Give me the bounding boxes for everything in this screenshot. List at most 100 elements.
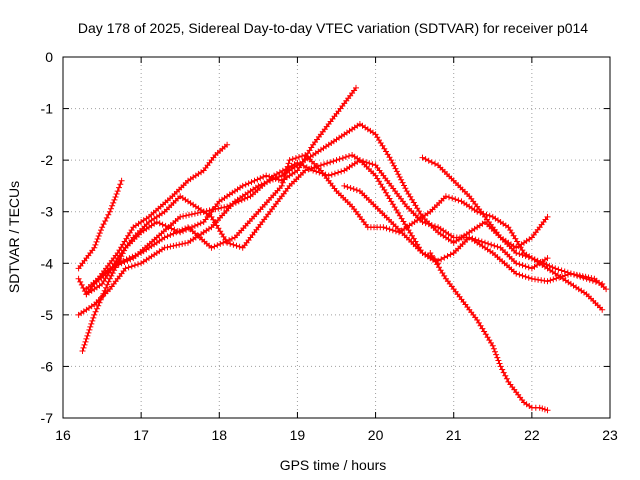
data-point xyxy=(544,278,551,285)
data-point xyxy=(83,335,90,342)
data-point xyxy=(84,332,91,339)
data-point xyxy=(549,264,556,271)
y-tick-label: -1 xyxy=(41,101,54,117)
data-point xyxy=(475,237,482,244)
data-point xyxy=(206,207,213,214)
data-point xyxy=(522,263,529,270)
data-point xyxy=(75,275,82,282)
data-point xyxy=(495,357,502,364)
data-point xyxy=(338,168,345,175)
data-point xyxy=(494,354,501,361)
data-point xyxy=(303,164,310,171)
data-point xyxy=(539,405,546,412)
data-point xyxy=(543,261,550,268)
data-point xyxy=(232,199,239,206)
data-point xyxy=(328,171,335,178)
data-point xyxy=(80,285,87,291)
data-point xyxy=(380,224,387,231)
data-point xyxy=(103,284,109,291)
data-point xyxy=(108,272,115,279)
data-point xyxy=(502,372,509,379)
data-point xyxy=(544,255,551,262)
data-point xyxy=(89,317,96,324)
data-point xyxy=(194,221,201,228)
data-point xyxy=(125,264,132,271)
data-point xyxy=(516,251,523,257)
data-point xyxy=(567,270,574,277)
data-point xyxy=(100,290,107,297)
data-point xyxy=(313,168,320,175)
data-point xyxy=(203,208,210,215)
data-point xyxy=(191,210,198,217)
data-point xyxy=(547,277,554,284)
data-point xyxy=(109,270,116,277)
data-point xyxy=(496,360,503,367)
x-tick-label: 18 xyxy=(211,427,227,443)
data-point xyxy=(101,287,108,294)
data-point xyxy=(281,173,288,180)
data-point xyxy=(248,179,255,186)
data-point xyxy=(493,351,500,358)
data-point xyxy=(164,233,171,240)
data-point xyxy=(233,242,240,249)
data-point xyxy=(242,181,249,188)
data-point xyxy=(90,314,97,321)
x-tick-label: 16 xyxy=(55,427,71,443)
data-point xyxy=(425,157,432,164)
data-point xyxy=(103,214,110,221)
y-tick-label: -6 xyxy=(41,358,54,374)
data-point xyxy=(215,205,222,212)
data-point xyxy=(94,236,101,242)
data-point xyxy=(580,274,587,281)
data-point xyxy=(531,256,538,263)
data-point xyxy=(236,243,243,250)
data-point xyxy=(516,271,523,278)
data-point xyxy=(599,280,606,287)
data-point xyxy=(555,266,562,273)
data-point xyxy=(117,181,124,188)
data-point xyxy=(117,259,124,265)
data-point xyxy=(393,168,400,175)
data-point xyxy=(327,159,334,166)
y-axis-label: SDTVAR / TECUs xyxy=(6,181,22,293)
data-point xyxy=(331,170,338,177)
data-point xyxy=(93,305,100,312)
data-point xyxy=(78,281,85,288)
data-point xyxy=(519,262,526,269)
data-point xyxy=(227,202,233,209)
data-point xyxy=(583,275,590,282)
data-point xyxy=(389,160,396,166)
data-point xyxy=(399,179,406,186)
data-point xyxy=(603,286,610,293)
y-tick-label: -2 xyxy=(41,152,54,168)
data-point xyxy=(226,237,233,244)
data-point xyxy=(108,205,114,212)
data-point xyxy=(131,262,138,269)
data-point xyxy=(347,185,354,191)
data-point xyxy=(116,184,122,191)
data-point xyxy=(466,234,473,241)
data-point xyxy=(105,211,112,218)
x-tick-label: 22 xyxy=(524,427,540,443)
data-point xyxy=(214,242,221,249)
data-point xyxy=(179,226,186,233)
y-tick-label: -5 xyxy=(41,307,54,323)
series-pass-9 xyxy=(427,250,551,414)
data-point xyxy=(212,206,219,213)
data-point xyxy=(353,84,359,91)
data-point xyxy=(123,256,130,263)
data-point xyxy=(441,254,448,261)
data-point xyxy=(95,233,102,239)
data-point xyxy=(519,252,526,258)
data-point xyxy=(278,182,285,189)
data-point xyxy=(88,320,95,327)
series-layer xyxy=(75,84,610,414)
data-point xyxy=(500,369,507,376)
data-point xyxy=(114,260,121,267)
data-point xyxy=(383,225,390,232)
data-point xyxy=(87,323,94,330)
data-point xyxy=(342,154,349,160)
data-point xyxy=(224,141,231,148)
